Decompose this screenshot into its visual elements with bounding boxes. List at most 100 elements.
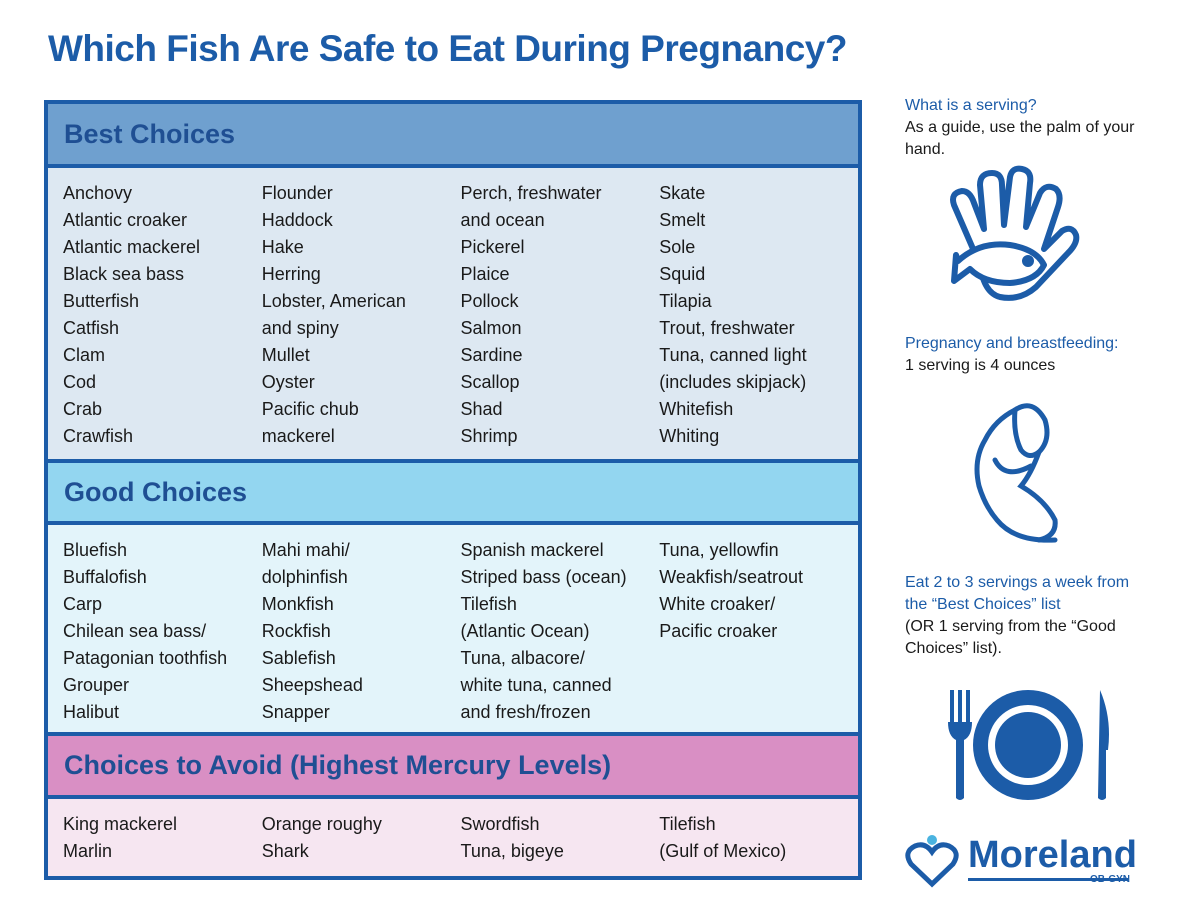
logo-heart (905, 835, 959, 888)
fish-name: Spanish mackerel (460, 540, 604, 560)
fish-name: Whitefish (659, 399, 734, 419)
fish-name: Anchovy (63, 183, 133, 203)
fish-name: Sheepshead (261, 675, 363, 695)
logo-tag: OB-GYN (1090, 874, 1130, 885)
section-heading: Choices to Avoid (Highest Mercury Levels… (48, 736, 858, 799)
fish-column: Skate Smelt Sole Squid Tilapia Trout, freshwa… (659, 180, 858, 459)
fish-column: Tilefish (Gulf of Mexico) (659, 811, 858, 876)
fish-name: Oyster (261, 372, 315, 392)
fish-name: Smelt (659, 210, 706, 230)
fish-name: Swordfish (460, 814, 540, 834)
fish-name: Pollock (460, 291, 519, 311)
fish-name: and fresh/frozen (460, 702, 591, 722)
title: Which Fish Are Safe to Eat During Pregna… (48, 28, 847, 69)
sidebar-text: 1 serving is 4 ounces (905, 357, 1056, 374)
fish-name: Pacific chub (261, 399, 359, 419)
fish-name: Cod (63, 372, 97, 392)
fish-name: Tuna, albacore/ (460, 648, 585, 668)
fish-column: Tuna, yellowfin Weakfish/seatrout White cr… (659, 537, 858, 732)
fish-name: Rockfish (261, 621, 331, 641)
fish-name: white tuna, canned (460, 675, 612, 695)
fish-column: Swordfish Tuna, bigeye (461, 811, 660, 876)
fish-name: Pickerel (460, 237, 525, 257)
fish-name: Crab (63, 399, 103, 419)
fish-name: Catfish (63, 318, 120, 338)
fish-name: Halibut (63, 702, 120, 722)
fish-name: Tilefish (659, 814, 716, 834)
fish-name: Patagonian toothfish (63, 648, 228, 668)
fish-column: Anchovy Atlantic croaker Atlantic mackerel… (63, 180, 262, 459)
plate-icon (948, 690, 1109, 800)
fish-column: Spanish mackerel Striped bass (ocean) Tile… (461, 537, 660, 732)
fish-name: Shrimp (460, 426, 518, 446)
logo-rule (968, 878, 1128, 881)
fish-name: Salmon (460, 318, 522, 338)
hand-icon (950, 165, 1080, 301)
fish-name: Atlantic mackerel (63, 237, 201, 257)
sidebar-text: As a guide, use the palm of your hand. (905, 119, 1135, 158)
section-body: Bluefish Buffalofish Carp Chilean sea bass/… (48, 525, 858, 736)
fish-name: Shad (460, 399, 503, 419)
fish-name: Monkfish (261, 594, 334, 614)
fish-name: Whiting (659, 426, 720, 446)
fish-name: King mackerel (63, 814, 178, 834)
fish-name: Lobster, American (261, 291, 406, 311)
fish-name: Striped bass (ocean) (460, 567, 627, 587)
fish-name: Crawfish (63, 426, 134, 446)
fish-column: Orange roughy Shark (262, 811, 461, 876)
fish-name: Scallop (460, 372, 520, 392)
fish-name: Marlin (63, 841, 113, 861)
fish-column: Bluefish Buffalofish Carp Chilean sea bass/… (63, 537, 262, 732)
fish-name: Skate (659, 183, 706, 203)
fish-name: Tuna, canned light (659, 345, 807, 365)
fish-name: Squid (659, 264, 706, 284)
fish-name: Herring (261, 264, 321, 284)
sidebar-item: What is a serving? As a guide, use the pa… (905, 95, 1155, 161)
sidebar-item: Eat 2 to 3 servings a week from the “Bes… (905, 572, 1155, 660)
fish-name: Flounder (261, 183, 333, 203)
fish-name: (includes skipjack) (659, 372, 807, 392)
fish-name: Shark (261, 841, 309, 861)
sidebar-text: (OR 1 serving from the “Good Choices” li… (905, 618, 1116, 657)
fish-table: Best Choices Anchovy Atlantic croaker Atlan… (44, 100, 862, 880)
sidebar-heading: Eat 2 to 3 servings a week from the “Bes… (905, 574, 1130, 613)
fish-name: mackerel (261, 426, 335, 446)
fish-name: Hake (261, 237, 304, 257)
fish-name: Orange roughy (261, 814, 382, 834)
fish-name: and spiny (261, 318, 339, 338)
fish-name: Haddock (261, 210, 333, 230)
fish-name: Sardine (460, 345, 523, 365)
sidebar-item: Pregnancy and breastfeeding: 1 serving is… (905, 333, 1155, 377)
section-body: King mackerel Marlin Orange roughy Shark Swo… (48, 799, 858, 876)
fish-name: (Atlantic Ocean) (460, 621, 590, 641)
fish-name: Carp (63, 594, 103, 614)
fish-name: White croaker/ (659, 594, 776, 614)
logo-name: Moreland (968, 834, 1137, 876)
fish-name: Grouper (63, 675, 130, 695)
fish-name: Sablefish (261, 648, 336, 668)
sidebar-heading: Pregnancy and breastfeeding: (905, 335, 1119, 352)
fish-name: Tilapia (659, 291, 712, 311)
fish-name: Black sea bass (63, 264, 185, 284)
fish-name: Snapper (261, 702, 330, 722)
fish-name: Mahi mahi/ (261, 540, 350, 560)
fish-name: Weakfish/seatrout (659, 567, 803, 587)
fish-column: Mahi mahi/dolphinfish Monkfish Rockfish Sab… (262, 537, 461, 732)
fish-name: Perch, freshwater (460, 183, 602, 203)
section-heading: Good Choices (48, 463, 858, 525)
fish-name: dolphinfish (261, 567, 348, 587)
fish-column: King mackerel Marlin (63, 811, 262, 876)
section-heading: Best Choices (48, 104, 858, 168)
fish-name: Chilean sea bass/ (63, 621, 207, 641)
fish-name: Atlantic croaker (63, 210, 188, 230)
fish-name: Butterfish (63, 291, 140, 311)
fish-name: Sole (659, 237, 696, 257)
fish-name: Trout, freshwater (659, 318, 795, 338)
fish-name: Mullet (261, 345, 310, 365)
fish-column: Flounder Haddock Hake Herring Lobster, Ameri… (262, 180, 461, 459)
fish-name: Tuna, yellowfin (659, 540, 779, 560)
fish-name: Buffalofish (63, 567, 147, 587)
fish-name: Bluefish (63, 540, 128, 560)
sidebar-heading: What is a serving? (905, 97, 1037, 114)
